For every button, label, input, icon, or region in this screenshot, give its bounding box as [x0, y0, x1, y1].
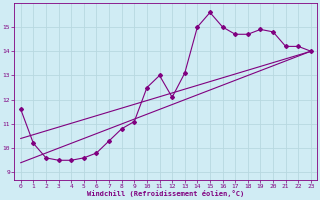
- X-axis label: Windchill (Refroidissement éolien,°C): Windchill (Refroidissement éolien,°C): [87, 190, 244, 197]
